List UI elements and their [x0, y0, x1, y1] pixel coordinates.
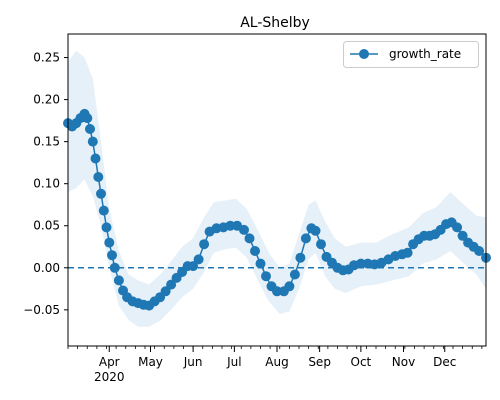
- legend-box: [343, 41, 479, 68]
- data-point: [193, 254, 204, 265]
- y-tick-label: 0.15: [33, 135, 60, 149]
- y-tick-label: 0.20: [33, 93, 60, 107]
- x-tick-sublabel: 2020: [94, 370, 125, 384]
- data-point: [295, 252, 306, 263]
- data-point: [244, 233, 255, 244]
- x-tick-label: Aug: [265, 355, 288, 369]
- data-point: [107, 250, 117, 261]
- plot-area: [63, 50, 491, 327]
- data-point: [402, 247, 413, 258]
- data-point: [82, 113, 93, 124]
- chart-title: AL-Shelby: [240, 15, 310, 31]
- y-tick-label: −0.05: [23, 303, 60, 317]
- legend-circle-marker: [359, 49, 369, 59]
- confidence-band: [68, 50, 486, 327]
- data-point: [109, 262, 120, 273]
- legend-label-growth-rate: growth_rate: [389, 47, 461, 61]
- data-point: [250, 246, 260, 256]
- y-tick-label: 0.25: [33, 51, 60, 65]
- data-point: [284, 281, 295, 292]
- x-tick-label: Jul: [226, 355, 241, 369]
- data-point: [188, 261, 199, 272]
- data-point: [239, 224, 249, 235]
- x-tick-label: Nov: [392, 355, 415, 369]
- legend: growth_rate: [343, 41, 479, 68]
- data-point: [272, 286, 282, 297]
- data-point: [166, 279, 177, 290]
- data-point: [457, 230, 468, 241]
- x-tick-label: Apr: [99, 355, 120, 369]
- data-point: [316, 239, 326, 250]
- data-point: [104, 237, 115, 248]
- x-tick-label: May: [138, 355, 163, 369]
- data-point: [90, 153, 101, 164]
- data-point: [289, 269, 300, 280]
- x-tick-label: Jun: [183, 355, 203, 369]
- x-tick-label: Dec: [433, 355, 456, 369]
- data-point: [113, 275, 124, 286]
- data-point: [101, 222, 112, 233]
- data-point: [300, 233, 311, 244]
- x-tick-label: Oct: [351, 355, 372, 369]
- y-tick-label: 0.05: [33, 219, 60, 233]
- data-point: [85, 124, 95, 134]
- data-point: [96, 188, 106, 199]
- data-point: [310, 225, 321, 236]
- y-tick-label: 0.10: [33, 177, 60, 191]
- data-point: [87, 136, 98, 147]
- data-point: [255, 258, 266, 269]
- data-point: [160, 286, 171, 297]
- data-point: [98, 205, 109, 216]
- data-point: [452, 222, 463, 233]
- data-point: [474, 246, 485, 256]
- data-point: [355, 258, 366, 269]
- data-point: [261, 271, 271, 282]
- data-point: [93, 172, 104, 182]
- x-tick-label: Sep: [308, 355, 331, 369]
- y-tick-label: 0.00: [33, 261, 60, 275]
- data-point: [199, 239, 210, 250]
